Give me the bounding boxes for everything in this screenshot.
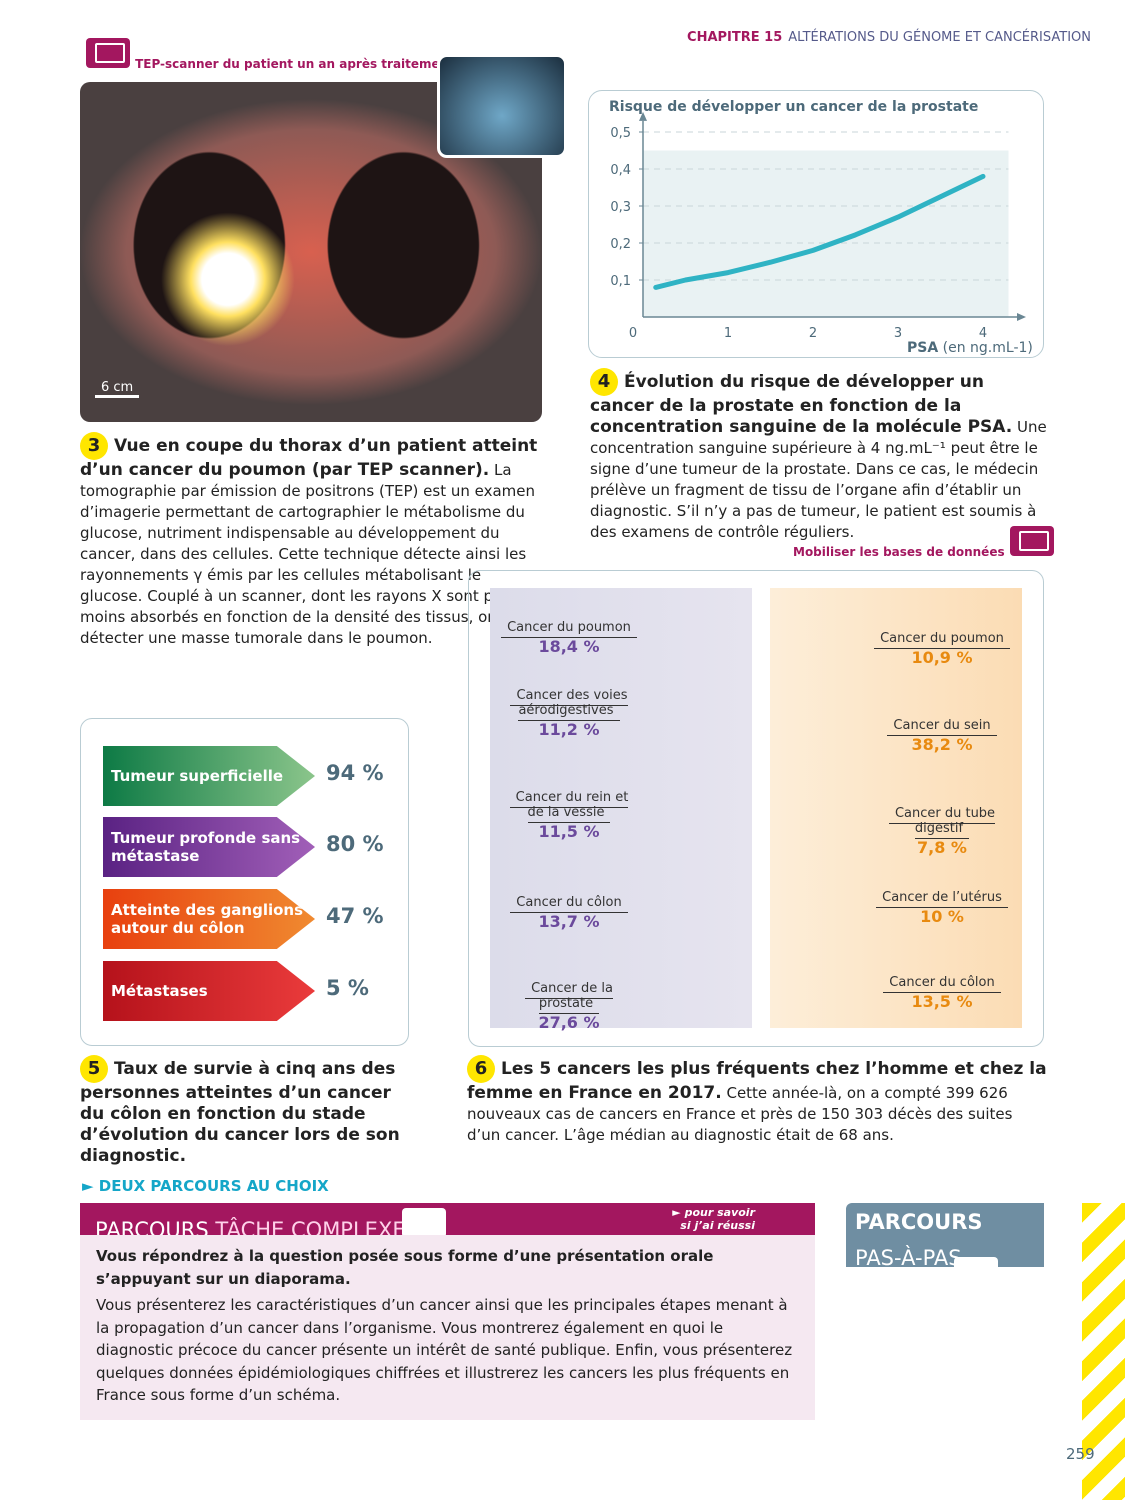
doc-number: 5 — [80, 1055, 108, 1083]
laptop-wifi-icon — [953, 1257, 998, 1287]
stage-arrow: Métastases — [103, 961, 315, 1021]
cancer-value: 18,4 % — [538, 637, 600, 656]
thorax-thumbnail — [437, 54, 567, 158]
survival-box: Tumeur superficielle 94 % Tumeur profonde… — [80, 718, 409, 1046]
y-tick-label: 0,5 — [610, 126, 631, 141]
y-axis-arrow — [639, 111, 647, 121]
chapter-title: ALTÉRATIONS DU GÉNOME ET CANCÉRISATION — [788, 30, 1091, 45]
stage-arrow: Tumeur superficielle — [103, 746, 315, 806]
chapter-header: CHAPITRE 15 ALTÉRATIONS DU GÉNOME ET CANC… — [687, 30, 1091, 45]
cancer-value: 13,7 % — [538, 912, 600, 931]
psa-chart: Risque de développer un cancer de la pro… — [588, 90, 1044, 358]
cancer-label: Cancer des voies aérodigestives — [510, 688, 628, 721]
parcours-complexe-bar[interactable]: PARCOURS TÂCHE COMPLEXE ► pour savoir si… — [80, 1203, 815, 1242]
task-text: Vous présenterez les caractéristiques d’… — [96, 1296, 793, 1404]
doc3-text: La tomographie par émission de positrons… — [80, 461, 538, 647]
pp-title: PARCOURS — [855, 1210, 983, 1234]
cancer-label: Cancer du côlon — [510, 895, 628, 913]
doc-number: 3 — [80, 432, 108, 460]
stage-value: 47 % — [326, 904, 384, 928]
doc4-text: Une concentration sanguine supérieure à … — [590, 418, 1047, 541]
y-tick-label: 0,1 — [610, 274, 631, 289]
cancer-label: Cancer du poumon — [874, 631, 1010, 649]
laptop-wifi-icon[interactable] — [402, 1208, 447, 1238]
doc4-caption: 4 Évolution du risque de développer un ca… — [590, 368, 1050, 543]
x-axis-label: PSA (en ng.mL-1) — [907, 340, 1033, 356]
cancer-label: Cancer du poumon — [501, 620, 637, 638]
cancer-label: Cancer du sein — [887, 718, 997, 736]
x-tick-label: 1 — [724, 326, 732, 341]
doc6-text: Cette année-là, on a compté 399 626 nouv… — [467, 1084, 1013, 1144]
laptop-wifi-icon — [86, 38, 130, 68]
cancer-value: 11,2 % — [538, 720, 600, 739]
x-axis-arrow — [1017, 313, 1026, 321]
tep-tag[interactable]: TEP-scanner du patient un an après trait… — [86, 38, 454, 72]
cancer-value: 38,2 % — [911, 735, 973, 754]
stage-value: 5 % — [326, 976, 369, 1000]
task-lead: Vous répondrez à la question posée sous … — [96, 1247, 714, 1288]
stage-arrow: Tumeur profonde sans métastase — [103, 817, 315, 877]
chart-title: Risque de développer un cancer de la pro… — [609, 99, 978, 115]
x-tick-label: 0 — [629, 326, 637, 341]
database-tag[interactable]: Mobiliser les bases de données — [793, 526, 1054, 560]
chapter-number: CHAPITRE 15 — [687, 30, 783, 45]
cancer-value: 13,5 % — [911, 992, 973, 1011]
y-tick-label: 0,2 — [610, 237, 631, 252]
cancer-value: 10 % — [920, 907, 964, 926]
cancer-label: Cancer du côlon — [883, 975, 1001, 993]
female-body-illustration — [770, 588, 1022, 1028]
cancer-label: Cancer de l’utérus — [876, 890, 1008, 908]
doc5-caption: 5 Taux de survie à cinq ans des personnes… — [80, 1055, 410, 1167]
cancer-body-diagram — [468, 570, 1044, 1047]
parcours-pas-a-pas-button[interactable]: PARCOURS PAS-À-PAS — [846, 1203, 1044, 1287]
cancer-value: 7,8 % — [917, 838, 967, 857]
x-tick-label: 2 — [809, 326, 817, 341]
doc-number: 6 — [467, 1055, 495, 1083]
doc5-title: Taux de survie à cinq ans des personnes … — [80, 1059, 400, 1166]
doc3-title: Vue en coupe du thorax d’un patient atte… — [80, 436, 538, 480]
doc4-title: Évolution du risque de développer un can… — [590, 372, 1013, 437]
scale-bar: 6 cm — [95, 380, 140, 398]
pp-subtitle: PAS-À-PAS — [855, 1246, 962, 1270]
stage-value: 80 % — [326, 832, 384, 856]
cancer-label: Cancer de la prostate — [525, 981, 613, 1014]
plot-area — [643, 150, 1009, 317]
stage-arrow: Atteinte des ganglions autour du côlon — [103, 889, 315, 949]
chart-svg: Risque de développer un cancer de la pro… — [609, 99, 1033, 356]
decorative-stripes — [1082, 1203, 1125, 1500]
cancer-value: 27,6 % — [538, 1013, 600, 1032]
section-heading: ► DEUX PARCOURS AU CHOIX — [82, 1177, 329, 1195]
doc6-title: Les 5 cancers les plus fréquents chez l’… — [467, 1059, 1047, 1103]
cancer-value: 10,9 % — [911, 648, 973, 667]
doc3-caption: 3 Vue en coupe du thorax d’un patient att… — [80, 432, 540, 649]
self-check-link[interactable]: ► pour savoir si j’ai réussi — [672, 1206, 755, 1232]
laptop-wifi-icon — [1009, 526, 1054, 556]
y-tick-label: 0,3 — [610, 200, 631, 215]
doc-number: 4 — [590, 368, 618, 396]
male-body-illustration — [490, 588, 752, 1028]
page-number: 259 — [1066, 1445, 1095, 1463]
tep-tag-label: TEP-scanner du patient un an après trait… — [135, 57, 454, 71]
stage-value: 94 % — [326, 761, 384, 785]
x-tick-label: 3 — [894, 326, 902, 341]
x-tick-label: 4 — [979, 326, 987, 341]
doc6-caption: 6 Les 5 cancers les plus fréquents chez l… — [467, 1055, 1047, 1146]
parcours-body: Vous répondrez à la question posée sous … — [80, 1235, 815, 1420]
database-tag-label: Mobiliser les bases de données — [793, 545, 1005, 559]
cancer-label: Cancer du rein et de la vessie — [509, 790, 629, 823]
cancer-label: Cancer du tube digestif — [888, 806, 996, 839]
cancer-value: 11,5 % — [538, 822, 600, 841]
y-tick-label: 0,4 — [610, 163, 631, 178]
